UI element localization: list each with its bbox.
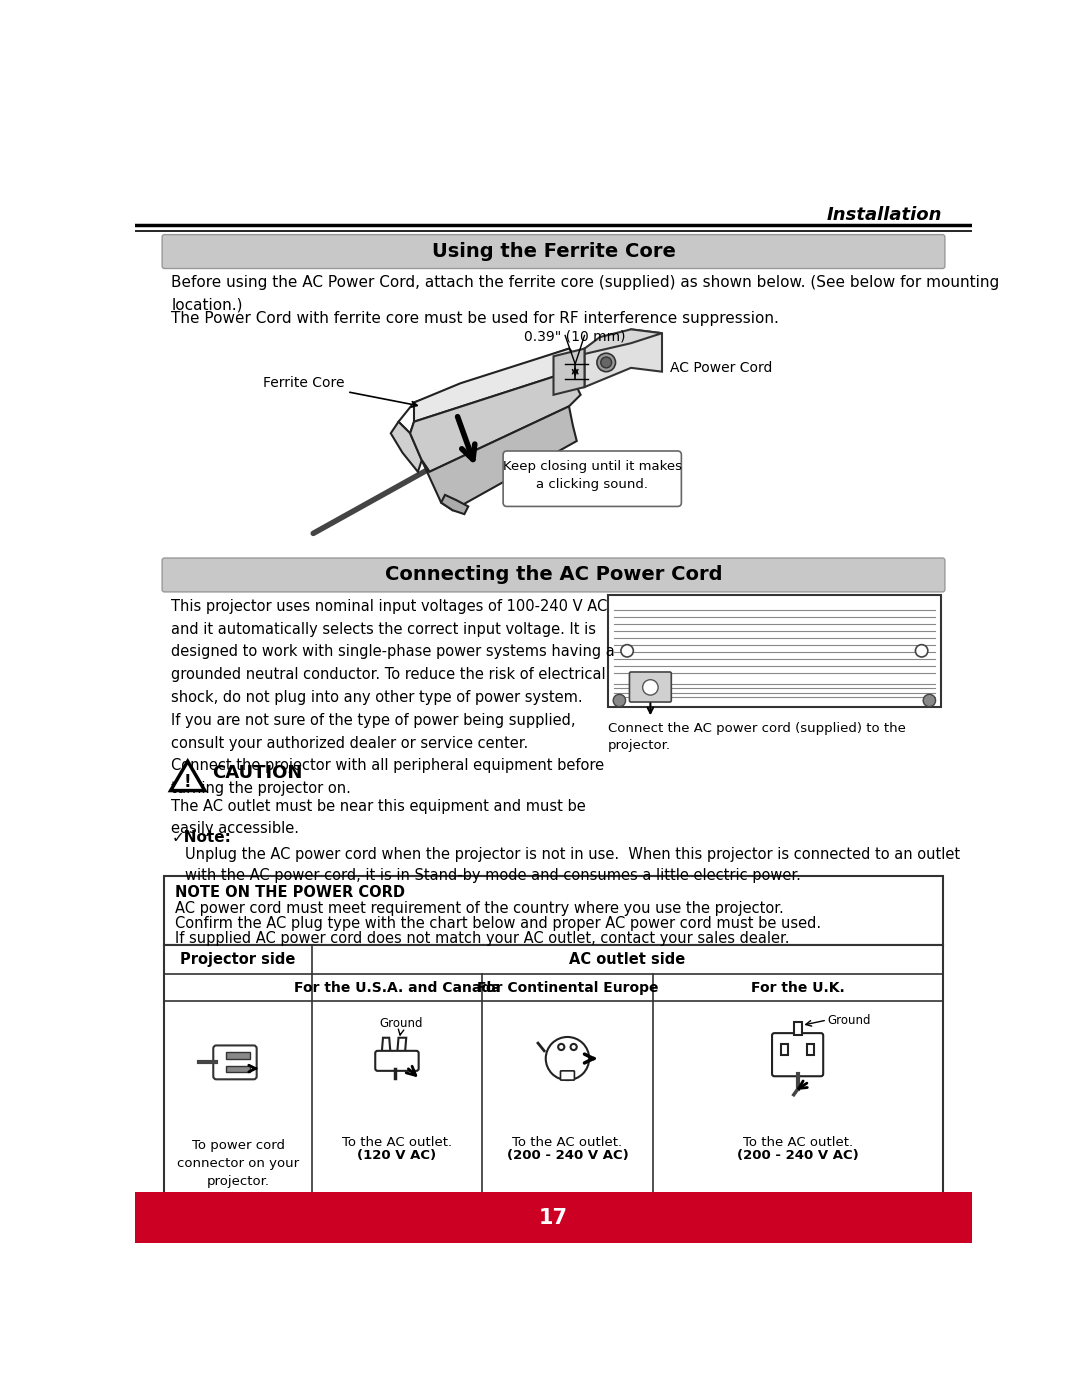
Text: 0.39" (10 mm): 0.39" (10 mm): [525, 330, 626, 344]
Text: Ground: Ground: [827, 1014, 870, 1027]
Text: (200 - 240 V AC): (200 - 240 V AC): [507, 1150, 629, 1162]
Circle shape: [643, 680, 658, 696]
Text: 17: 17: [539, 1208, 568, 1228]
Polygon shape: [441, 495, 469, 514]
Polygon shape: [554, 349, 584, 395]
Text: Connecting the AC Power Cord: Connecting the AC Power Cord: [384, 566, 723, 584]
Bar: [807, 1044, 814, 1055]
Text: Confirm the AC plug type with the chart below and proper AC power cord must be u: Confirm the AC plug type with the chart …: [175, 916, 822, 930]
FancyBboxPatch shape: [561, 1071, 575, 1080]
Circle shape: [597, 353, 616, 372]
FancyBboxPatch shape: [375, 1051, 419, 1071]
Circle shape: [923, 694, 935, 707]
Text: Connect the AC power cord (supplied) to the
projector.: Connect the AC power cord (supplied) to …: [608, 722, 906, 752]
Text: To power cord
connector on your
projector.: To power cord connector on your projecto…: [177, 1140, 299, 1189]
Circle shape: [613, 694, 625, 707]
FancyBboxPatch shape: [630, 672, 672, 703]
FancyBboxPatch shape: [608, 595, 941, 707]
Text: CAUTION: CAUTION: [213, 764, 302, 782]
Polygon shape: [584, 330, 662, 353]
Text: AC power cord must meet requirement of the country where you use the projector.: AC power cord must meet requirement of t…: [175, 901, 784, 916]
Text: (120 V AC): (120 V AC): [357, 1150, 436, 1162]
Text: Projector side: Projector side: [180, 953, 296, 968]
Bar: [164, 946, 943, 1196]
Circle shape: [545, 1037, 590, 1080]
Bar: [227, 1052, 249, 1059]
Polygon shape: [584, 330, 662, 387]
FancyBboxPatch shape: [162, 557, 945, 592]
Polygon shape: [397, 1038, 406, 1056]
Bar: [794, 1021, 801, 1035]
Text: !: !: [184, 773, 191, 791]
Text: To the AC outlet.: To the AC outlet.: [512, 1136, 622, 1148]
Circle shape: [558, 1044, 565, 1051]
Text: For the U.K.: For the U.K.: [751, 981, 845, 995]
Text: (200 - 240 V AC): (200 - 240 V AC): [737, 1150, 859, 1162]
Text: If supplied AC power cord does not match your AC outlet, contact your sales deal: If supplied AC power cord does not match…: [175, 930, 789, 946]
Text: Keep closing until it makes
a clicking sound.: Keep closing until it makes a clicking s…: [503, 460, 681, 492]
Text: Before using the AC Power Cord, attach the ferrite core (supplied) as shown belo: Before using the AC Power Cord, attach t…: [172, 275, 1000, 313]
Text: Ferrite Core: Ferrite Core: [262, 376, 417, 407]
Text: The AC outlet must be near this equipment and must be
easily accessible.: The AC outlet must be near this equipmen…: [172, 799, 586, 837]
Circle shape: [570, 1044, 577, 1051]
Polygon shape: [171, 761, 205, 791]
Bar: [227, 1066, 249, 1073]
Text: AC outlet side: AC outlet side: [569, 953, 685, 968]
Text: Ground: Ground: [379, 1017, 422, 1030]
FancyBboxPatch shape: [162, 235, 945, 268]
Circle shape: [600, 358, 611, 367]
Text: AC Power Cord: AC Power Cord: [670, 360, 772, 374]
FancyBboxPatch shape: [772, 1034, 823, 1076]
Polygon shape: [381, 1038, 391, 1056]
Bar: [164, 876, 943, 946]
Text: To the AC outlet.: To the AC outlet.: [342, 1136, 453, 1148]
Polygon shape: [391, 422, 422, 472]
Text: Unplug the AC power cord when the projector is not in use.  When this projector : Unplug the AC power cord when the projec…: [186, 847, 960, 883]
Text: The Power Cord with ferrite core must be used for RF interference suppression.: The Power Cord with ferrite core must be…: [172, 312, 780, 326]
Text: This projector uses nominal input voltages of 100-240 V AC
and it automatically : This projector uses nominal input voltag…: [172, 599, 616, 796]
Circle shape: [916, 644, 928, 657]
Polygon shape: [422, 407, 577, 510]
FancyBboxPatch shape: [503, 451, 681, 507]
Text: To the AC outlet.: To the AC outlet.: [743, 1136, 853, 1148]
Text: For the U.S.A. and Canada: For the U.S.A. and Canada: [294, 981, 500, 995]
FancyBboxPatch shape: [213, 1045, 257, 1080]
Polygon shape: [410, 372, 581, 472]
Text: Using the Ferrite Core: Using the Ferrite Core: [432, 242, 675, 261]
Text: For Continental Europe: For Continental Europe: [476, 981, 658, 995]
Text: NOTE ON THE POWER CORD: NOTE ON THE POWER CORD: [175, 886, 405, 900]
Bar: [781, 1044, 787, 1055]
Polygon shape: [399, 349, 581, 433]
Text: ✓Note:: ✓Note:: [172, 830, 231, 845]
Circle shape: [621, 644, 633, 657]
Bar: [135, 1192, 972, 1243]
Text: Installation: Installation: [827, 207, 943, 225]
Polygon shape: [414, 349, 581, 422]
